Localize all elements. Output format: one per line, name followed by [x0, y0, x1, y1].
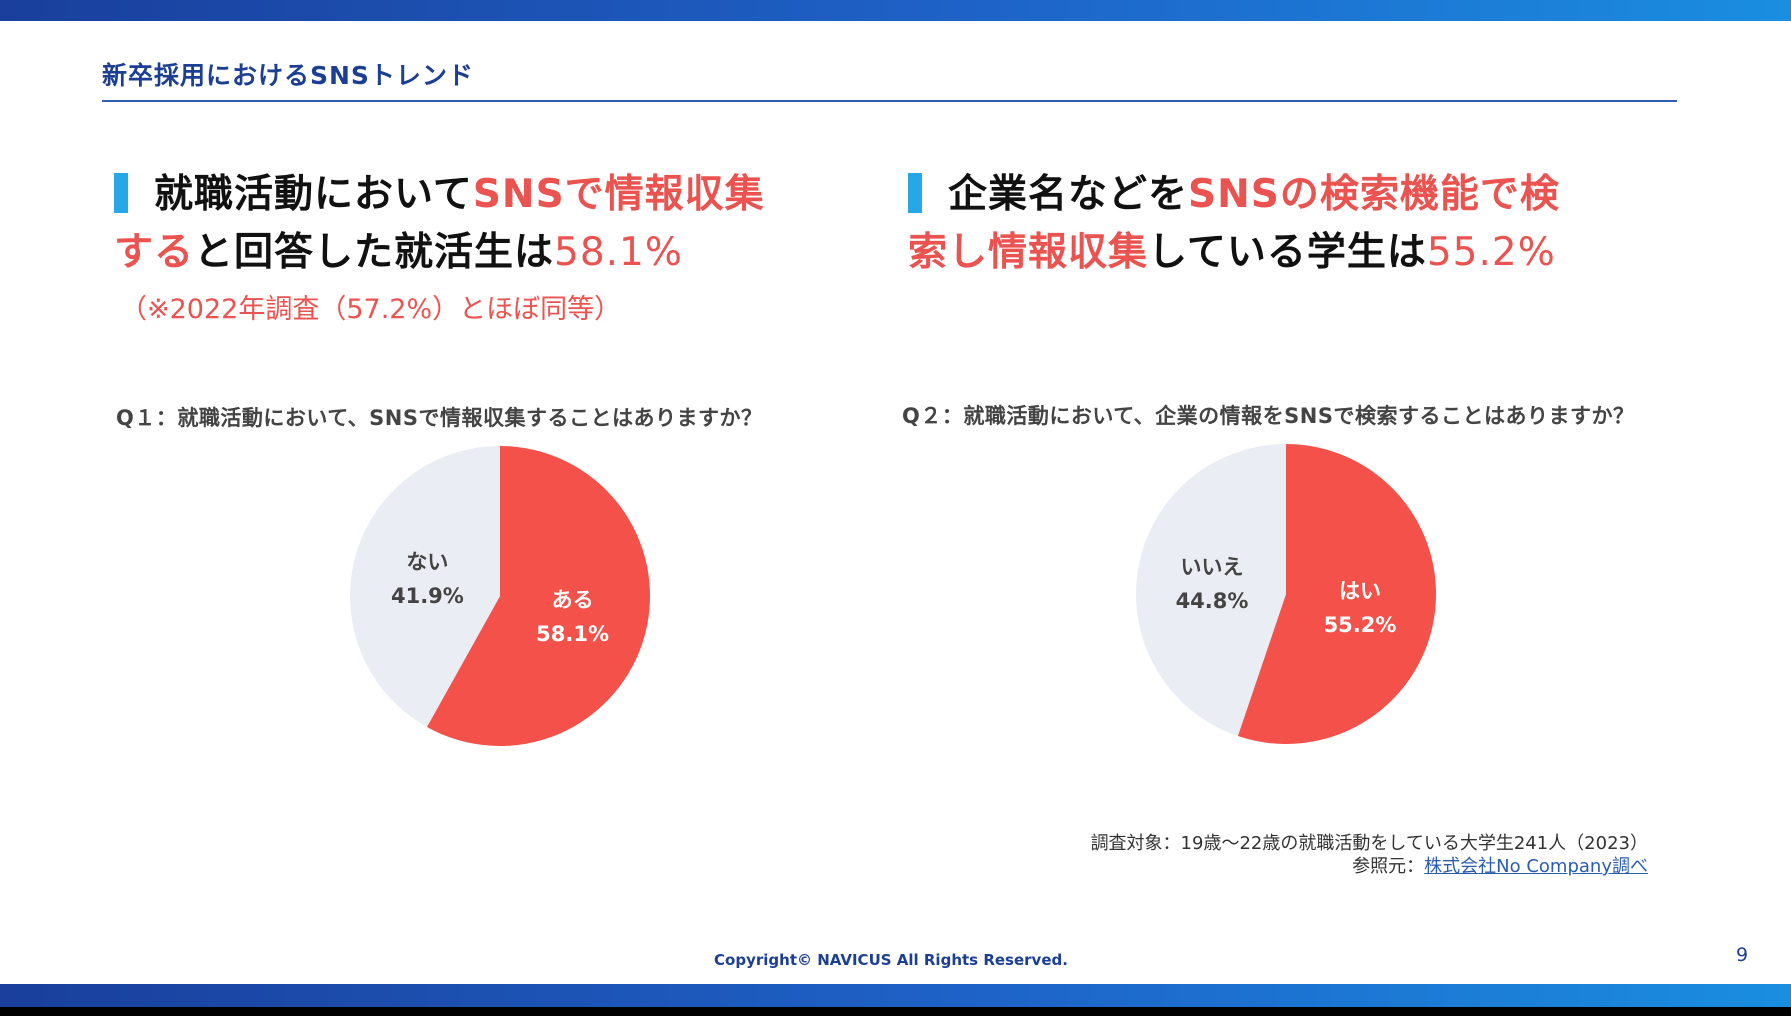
slice-value-0: 55.2% — [1324, 613, 1397, 637]
source-line-1: 調査対象：19歳〜22歳の就職活動をしている大学生241人（2023） — [1090, 833, 1648, 854]
headline-marker — [114, 173, 128, 213]
question-1: Q１：就職活動において、SNSで情報収集することはありますか？ — [116, 406, 763, 430]
top-accent-bar — [0, 0, 1791, 21]
slice-label-1: いいえ — [1181, 555, 1244, 579]
source-prefix: 参照元： — [1352, 856, 1425, 877]
question-2: Q２：就職活動において、企業の情報をSNSで検索することはありますか？ — [902, 404, 1635, 428]
right-headline-value: 55.2% — [1426, 230, 1556, 275]
left-headline-highlight-2: する — [114, 230, 195, 275]
pie-slice-0 — [1237, 444, 1437, 744]
right-headline-part1: 企業名などを — [948, 172, 1189, 217]
slice-label-1: ない — [406, 550, 448, 574]
right-headline-highlight: SNSの検索機能で検 — [1188, 172, 1560, 217]
right-headline-line1: 企業名などをSNSの検索機能で検 — [908, 166, 1560, 224]
slice-value-0: 58.1% — [536, 622, 609, 646]
slice-label-0: ある — [552, 588, 594, 612]
slice-value-1: 41.9% — [391, 584, 464, 608]
left-headline-line2: すると回答した就活生は58.1% — [114, 224, 765, 282]
slice-value-1: 44.8% — [1176, 589, 1249, 613]
bottom-accent-bar — [0, 984, 1791, 1007]
survey-source: 調査対象：19歳〜22歳の就職活動をしている大学生241人（2023） 参照元：… — [1091, 832, 1648, 878]
right-headline: 企業名などをSNSの検索機能で検 索し情報収集している学生は55.2% — [908, 166, 1560, 282]
pie-slice-1 — [1136, 444, 1286, 737]
slice-label-0: はい — [1339, 579, 1381, 603]
page-number: 9 — [1736, 944, 1749, 966]
page-title: 新卒採用におけるSNSトレンド — [102, 61, 474, 90]
pie-slice-0 — [426, 446, 650, 746]
copyright: Copyright© NAVICUS All Rights Reserved. — [714, 951, 1068, 969]
pie-slice-1 — [349, 446, 500, 727]
left-headline-value: 58.1% — [554, 230, 683, 275]
right-headline-part4: している学生は — [1148, 230, 1427, 275]
source-link[interactable]: 株式会社No Company調べ — [1424, 856, 1648, 877]
headline-marker — [908, 173, 922, 213]
comparison-note: （※2022年調査（57.2%）とほぼ同等） — [120, 294, 622, 325]
left-headline-highlight: SNSで情報収集 — [472, 172, 765, 217]
left-headline-line1: 就職活動においてSNSで情報収集 — [114, 166, 765, 224]
right-headline-line2: 索し情報収集している学生は55.2% — [908, 224, 1560, 282]
left-headline-part4: と回答した就活生は — [194, 230, 555, 275]
left-headline-part1: 就職活動において — [154, 172, 473, 217]
title-divider — [102, 100, 1677, 102]
right-headline-highlight-2: 索し情報収集 — [908, 230, 1149, 275]
left-headline: 就職活動においてSNSで情報収集 すると回答した就活生は58.1% — [114, 166, 765, 282]
pie-chart-q1: ある 58.1% ない 41.9% — [349, 446, 650, 746]
pie-chart-q2: はい 55.2% いいえ 44.8% — [1136, 444, 1437, 744]
source-line-2: 参照元：株式会社No Company調べ — [1091, 855, 1648, 878]
